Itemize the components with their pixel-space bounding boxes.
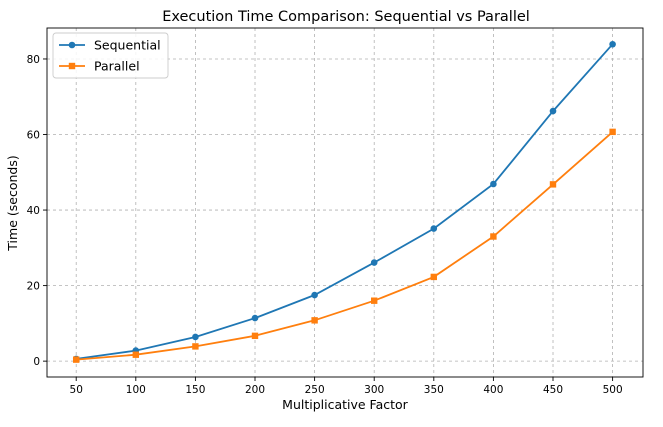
legend-label-sequential: Sequential: [94, 38, 161, 53]
data-point-sequential: [430, 225, 438, 232]
x-axis-label: Multiplicative Factor: [282, 397, 409, 412]
data-point-parallel: [251, 332, 259, 340]
series-layer: [72, 40, 616, 363]
x-tick-label: 450: [543, 384, 563, 396]
x-tick-label: 250: [305, 384, 325, 396]
x-tick-label: 200: [245, 384, 265, 396]
y-tick-label: 20: [27, 281, 40, 293]
data-point-parallel: [192, 343, 199, 350]
series-line-sequential: [76, 43, 614, 360]
legend-items: Sequential Parallel: [59, 38, 161, 74]
y-tick-label: 60: [27, 130, 40, 142]
series-line-parallel: [76, 131, 614, 361]
x-tick-label: 400: [483, 384, 503, 396]
y-tick-label: 0: [33, 356, 40, 368]
data-point-sequential: [609, 40, 616, 48]
data-point-sequential: [549, 107, 557, 115]
data-point-parallel: [73, 356, 80, 363]
legend-label-parallel: Parallel: [94, 59, 140, 74]
data-point-sequential: [192, 333, 199, 341]
data-point-sequential: [251, 314, 259, 322]
x-tick-label: 300: [364, 384, 384, 396]
x-tick-label: 500: [603, 384, 623, 396]
data-point-sequential: [370, 259, 378, 266]
data-point-parallel: [430, 273, 438, 281]
y-axis-label: Time (seconds): [5, 155, 20, 251]
y-tick-label: 40: [27, 205, 40, 217]
data-point-parallel: [132, 351, 140, 358]
chart-title: Execution Time Comparison: Sequential vs…: [162, 9, 530, 25]
legend-marker-sequential: [68, 41, 76, 49]
y-tick-label: 80: [27, 54, 40, 66]
data-point-sequential: [311, 291, 318, 299]
grid: [47, 28, 643, 377]
x-tick-label: 350: [424, 384, 444, 396]
data-point-sequential: [490, 180, 497, 188]
data-point-parallel: [609, 128, 616, 136]
data-point-parallel: [549, 181, 557, 188]
data-point-parallel: [490, 233, 497, 240]
x-tick-label: 150: [185, 384, 205, 396]
x-tick-label: 50: [70, 384, 83, 396]
legend-marker-parallel: [68, 62, 76, 70]
legend: Sequential Parallel: [52, 32, 169, 79]
plot-area-frame: [46, 27, 644, 378]
data-point-parallel: [311, 317, 318, 324]
x-tick-label: 100: [126, 384, 146, 396]
data-point-parallel: [371, 297, 378, 304]
axis-ticks: 50 100 150 200 250 300 350 400 450 500 0 20 40 60 80: [27, 54, 623, 396]
